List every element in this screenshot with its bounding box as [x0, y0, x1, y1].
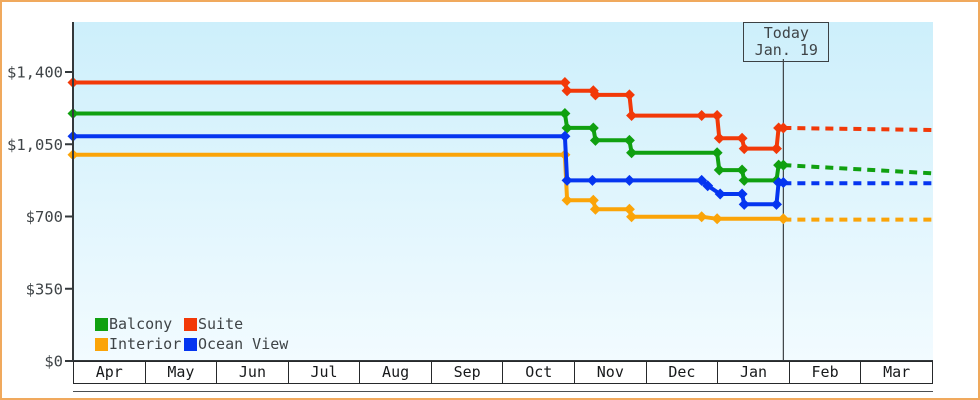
data-point-marker [559, 130, 571, 142]
data-point-marker [711, 110, 723, 122]
data-point-marker [587, 194, 599, 206]
legend-label: Ocean View [198, 335, 289, 353]
data-point-marker [586, 174, 598, 186]
month-cell-jul: Jul [287, 361, 361, 384]
month-cell-oct: Oct [502, 361, 576, 384]
month-cell-jun: Jun [216, 361, 289, 384]
data-point-marker [696, 211, 708, 223]
data-point-marker [623, 134, 635, 146]
month-cell-nov: Nov [574, 361, 647, 384]
month-cell-aug: Aug [359, 361, 432, 384]
data-point-marker [714, 188, 726, 200]
data-point-marker [738, 143, 750, 155]
month-cell-feb: Feb [788, 361, 862, 384]
data-point-marker [626, 147, 638, 159]
legend-label: Interior [109, 335, 182, 353]
forecast-line-balcony [783, 163, 934, 176]
legend-item-suite: Suite [184, 315, 273, 333]
data-point-marker [559, 77, 571, 89]
legend-label: Balcony [109, 315, 173, 333]
chart-legend: Balcony Suite Interior Ocean View [95, 314, 288, 354]
y-axis-tick-label: $700 [26, 208, 63, 226]
legend-item-interior: Interior [95, 335, 184, 353]
y-axis-tick [65, 287, 74, 290]
data-point-marker [561, 85, 573, 97]
data-point-marker [561, 174, 573, 186]
axis-bottom-rule [73, 391, 933, 392]
data-point-marker [626, 110, 638, 122]
data-point-marker [623, 89, 635, 101]
data-point-marker [777, 176, 789, 188]
month-cell-jan: Jan [717, 361, 790, 384]
data-point-marker [696, 174, 708, 186]
legend-swatch-icon [95, 317, 108, 331]
data-point-marker [777, 213, 789, 225]
y-axis-tick [65, 71, 74, 73]
data-point-marker [777, 159, 789, 171]
x-axis-month-row: Apr May Jun Jul Aug Sep Oct Nov Dec Jan Feb Mar [73, 361, 933, 384]
data-point-marker [559, 107, 571, 119]
y-axis-tick-label: $350 [26, 280, 63, 298]
legend-label: Suite [198, 315, 244, 333]
forecast-line-suite [783, 125, 934, 133]
data-point-marker [770, 198, 782, 210]
data-point-marker [738, 198, 750, 210]
y-axis-tick [65, 360, 74, 362]
data-point-marker [736, 132, 748, 144]
y-axis-tick [65, 143, 74, 146]
legend-row: Interior Ocean View [95, 334, 288, 354]
legend-swatch-icon [184, 337, 197, 351]
data-point-marker [713, 132, 725, 144]
data-point-marker [587, 122, 599, 134]
data-point-marker [561, 194, 573, 206]
data-point-marker [589, 134, 601, 146]
data-point-marker [623, 174, 635, 186]
month-cell-sep: Sep [430, 361, 504, 384]
today-marker-box: Today Jan. 19 [743, 22, 830, 62]
data-point-marker [626, 211, 638, 223]
y-axis-tick-label: $1,050 [7, 136, 63, 154]
today-label: Today [763, 24, 809, 42]
data-point-marker [770, 143, 782, 155]
data-point-marker [589, 89, 601, 101]
y-axis-tick-label: $0 [44, 353, 63, 371]
plot-area-background [73, 22, 933, 361]
data-point-marker [561, 122, 573, 134]
data-point-marker [589, 203, 601, 215]
month-cell-mar: Mar [860, 361, 933, 384]
y-axis-tick-label: $1,400 [7, 64, 63, 82]
legend-item-ocean-view: Ocean View [184, 335, 288, 353]
month-cell-apr: Apr [73, 361, 146, 384]
data-point-marker [711, 147, 723, 159]
data-point-marker [696, 110, 708, 122]
data-point-marker [736, 188, 748, 200]
today-date: Jan. 19 [754, 41, 818, 59]
data-point-marker [713, 164, 725, 176]
data-point-marker [736, 164, 748, 176]
legend-swatch-icon [95, 337, 108, 351]
month-cell-dec: Dec [645, 361, 719, 384]
legend-row: Balcony Suite [95, 314, 288, 334]
y-axis-line [72, 22, 74, 362]
y-axis-tick [65, 215, 74, 218]
data-point-marker [777, 122, 789, 134]
data-point-marker [702, 180, 714, 192]
legend-item-balcony: Balcony [95, 315, 184, 333]
data-point-marker [738, 174, 750, 186]
data-point-marker [711, 213, 723, 225]
legend-swatch-icon [184, 317, 197, 331]
month-cell-may: May [144, 361, 218, 384]
